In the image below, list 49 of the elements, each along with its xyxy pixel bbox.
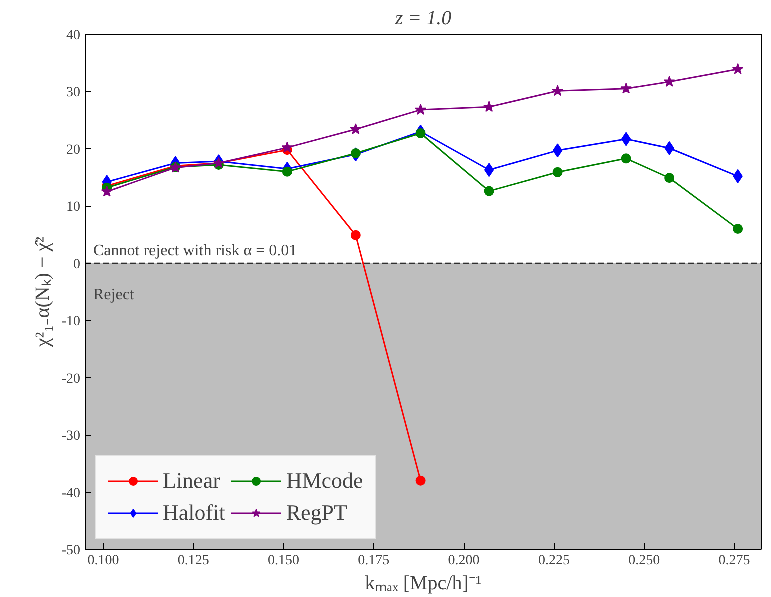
- point: [282, 166, 292, 177]
- point: [282, 142, 294, 153]
- point: [620, 82, 632, 94]
- point: [350, 123, 362, 134]
- y-tick-label: -30: [62, 429, 81, 444]
- point: [552, 144, 563, 158]
- legend-label: RegPT: [286, 500, 348, 526]
- chart-title: z = 1.0: [394, 8, 452, 30]
- point: [664, 173, 675, 184]
- point: [664, 76, 676, 87]
- point: [621, 154, 632, 164]
- legend-label: Halofit: [163, 500, 226, 526]
- point: [621, 132, 632, 146]
- x-axis-title: kₘₐₓ [Mpc/h]⁻¹: [365, 572, 482, 594]
- x-tick-label: 0.200: [448, 554, 480, 568]
- point: [416, 128, 426, 138]
- point: [484, 163, 494, 178]
- x-tick-label: 0.175: [358, 554, 390, 568]
- y-tick-label: -50: [62, 544, 81, 558]
- point: [484, 101, 496, 112]
- y-tick-label: 40: [66, 28, 80, 44]
- point: [552, 85, 564, 96]
- x-tick-label: 0.275: [718, 554, 750, 568]
- y-axis-title: χ²₁₋α(Nₖ) − χ̂²: [32, 236, 54, 348]
- y-tick-label: 10: [66, 200, 80, 216]
- y-tick-label: -10: [62, 314, 81, 330]
- y-tick-label: -20: [62, 372, 81, 387]
- x-tick-label: 0.125: [178, 554, 210, 568]
- y-tick-label: 20: [66, 142, 80, 158]
- point: [350, 148, 361, 159]
- point: [733, 224, 744, 234]
- x-tick-label: 0.225: [538, 554, 570, 568]
- point: [415, 104, 427, 115]
- point: [552, 167, 563, 178]
- x-tick-label: 0.100: [88, 554, 120, 568]
- x-tick-label: 0.250: [628, 554, 660, 568]
- point: [484, 186, 494, 196]
- y-tick-label: -40: [62, 486, 81, 502]
- legend-label: Linear: [163, 468, 220, 494]
- y-tick-label: 30: [66, 86, 80, 101]
- point: [732, 63, 744, 74]
- point: [416, 476, 426, 486]
- x-tick-label: 0.150: [268, 554, 300, 568]
- annotation: Cannot reject with risk α = 0.01: [94, 242, 298, 260]
- point: [101, 186, 113, 197]
- y-tick-label: 0: [74, 257, 80, 272]
- point: [350, 230, 361, 240]
- legend-label: HMcode: [286, 468, 364, 494]
- band-label: Reject: [94, 286, 135, 304]
